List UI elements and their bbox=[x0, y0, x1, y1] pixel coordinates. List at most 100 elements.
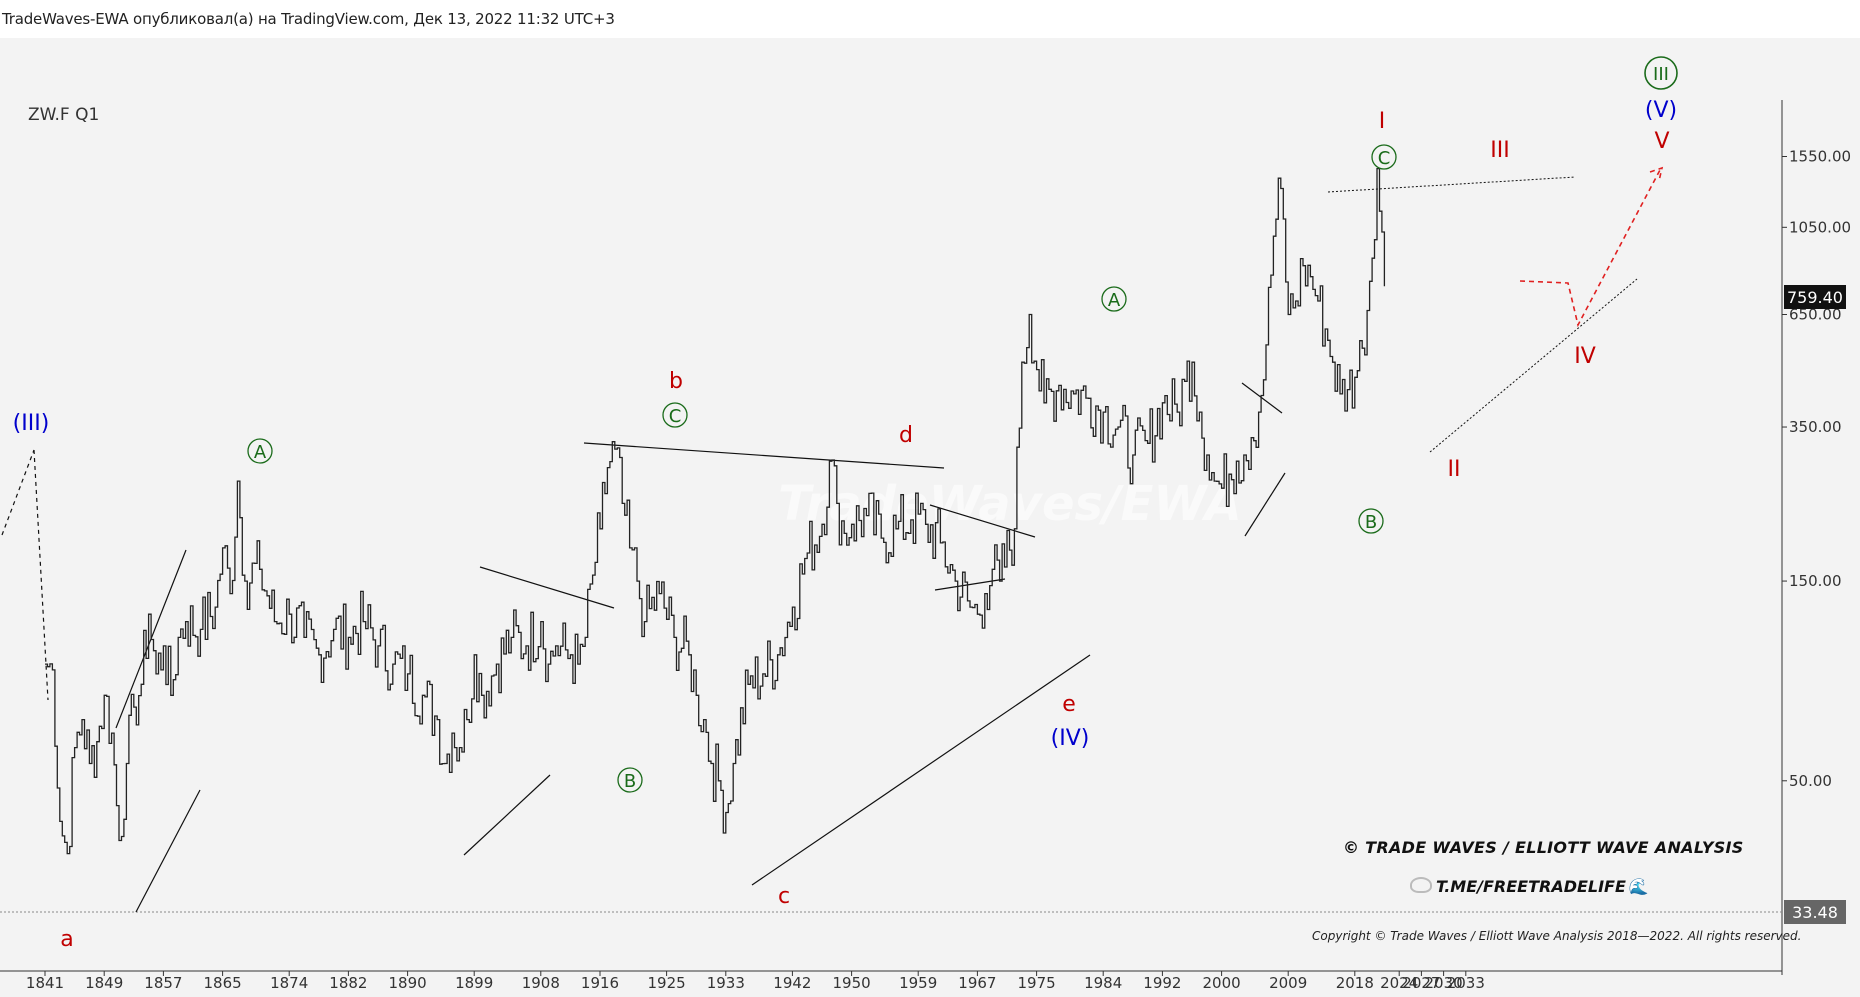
y-tick-label: 1050.00 bbox=[1789, 218, 1851, 236]
y-tick-label: 650.00 bbox=[1789, 305, 1842, 323]
wave-circle bbox=[662, 402, 688, 428]
prior-wave-segment bbox=[33, 449, 49, 701]
telegram-link[interactable]: T.ME/FREETRADELIFE 🌊 bbox=[1410, 877, 1649, 896]
trend-line bbox=[463, 774, 551, 856]
wave-label: e bbox=[1062, 692, 1076, 717]
wave-label: A bbox=[1108, 290, 1121, 311]
x-tick-label: 1942 bbox=[773, 974, 811, 992]
trend-line bbox=[751, 654, 1091, 886]
wave-label: I bbox=[1379, 109, 1386, 134]
copyright-text: Copyright © Trade Waves / Elliott Wave A… bbox=[1312, 929, 1802, 943]
support-line bbox=[1429, 278, 1638, 453]
x-tick-label: 1925 bbox=[648, 974, 686, 992]
wave-icon: 🌊 bbox=[1628, 877, 1649, 896]
telegram-icon bbox=[1410, 877, 1432, 893]
forecast-arrowhead bbox=[1649, 166, 1664, 182]
x-tick-label: 1908 bbox=[522, 974, 560, 992]
x-tick-label: 1984 bbox=[1084, 974, 1122, 992]
trend-lines bbox=[115, 382, 1286, 913]
brand-text: © TRADE WAVES / ELLIOTT WAVE ANALYSIS bbox=[1343, 838, 1744, 857]
wave-label: c bbox=[778, 884, 790, 909]
wave-label: II bbox=[1448, 457, 1461, 482]
wave-circle bbox=[247, 438, 273, 464]
wave-label: (IV) bbox=[1051, 726, 1090, 751]
y-tick-label: 150.00 bbox=[1789, 572, 1842, 590]
wave-circle bbox=[1101, 286, 1127, 312]
y-tick-label: 1550.00 bbox=[1789, 148, 1851, 166]
y-tick-label: 50.00 bbox=[1789, 772, 1832, 790]
trend-line bbox=[479, 566, 615, 609]
x-tick-label: 1890 bbox=[389, 974, 427, 992]
wave-label: III bbox=[1653, 64, 1669, 85]
x-tick-label: 1959 bbox=[899, 974, 937, 992]
forecast-line bbox=[1519, 169, 1661, 328]
forecast-path bbox=[1519, 166, 1664, 328]
x-tick-label: 1849 bbox=[85, 974, 123, 992]
x-tick-label: 1899 bbox=[455, 974, 493, 992]
wave-label: V bbox=[1654, 129, 1669, 154]
x-tick-label: 2030 bbox=[1425, 974, 1463, 992]
x-tick-label: 1916 bbox=[581, 974, 619, 992]
wave-label: b bbox=[669, 369, 683, 394]
trend-line bbox=[1244, 472, 1286, 537]
x-tick-label: 1874 bbox=[270, 974, 308, 992]
wave-circle bbox=[617, 767, 643, 793]
wave-label: C bbox=[669, 406, 682, 427]
wave-circle bbox=[1371, 144, 1397, 170]
time-axis: 1841 1849 1857 1865 1874 1882 1890 1899 1908 1916… bbox=[26, 971, 1485, 992]
x-tick-label: 2009 bbox=[1269, 974, 1307, 992]
triangle-line bbox=[934, 578, 1006, 591]
wave-label: A bbox=[254, 442, 267, 463]
wave-label: IV bbox=[1574, 344, 1596, 369]
price-badges: 759.40 33.48 bbox=[1784, 285, 1846, 924]
x-tick-label: 2027 bbox=[1402, 974, 1440, 992]
prior-wave-segment bbox=[1, 449, 35, 536]
low-level-badge bbox=[1784, 900, 1846, 924]
last-price-label: 759.40 bbox=[1787, 288, 1843, 307]
wave-label: (III) bbox=[13, 411, 50, 436]
red-wave-labels: a b c d e I II III IV V bbox=[60, 109, 1669, 952]
wave-label: III bbox=[1490, 138, 1509, 163]
wave-label: B bbox=[624, 771, 636, 792]
x-tick-label: 2024 bbox=[1380, 974, 1418, 992]
trend-line bbox=[583, 442, 945, 469]
trend-line bbox=[1241, 382, 1283, 414]
x-tick-label: 1975 bbox=[1018, 974, 1056, 992]
wave-circle bbox=[1358, 508, 1384, 534]
telegram-text: T.ME/FREETRADELIFE bbox=[1436, 877, 1626, 896]
x-tick-label: 1950 bbox=[833, 974, 871, 992]
symbol-label: ZW.F Q1 bbox=[28, 105, 100, 125]
dotted-lines bbox=[1327, 176, 1638, 453]
green-wave-labels: A C B A C B III bbox=[247, 56, 1678, 793]
x-tick-label: 2018 bbox=[1336, 974, 1374, 992]
x-tick-label: 1882 bbox=[329, 974, 367, 992]
x-tick-label: 2033 bbox=[1447, 974, 1485, 992]
triangle-line bbox=[929, 504, 1036, 538]
x-tick-label: 1865 bbox=[204, 974, 242, 992]
y-tick-label: 350.00 bbox=[1789, 418, 1842, 436]
wave-label: a bbox=[60, 927, 73, 952]
wave-label: B bbox=[1365, 512, 1377, 533]
wave-label: d bbox=[899, 423, 913, 448]
header-text: TradeWaves-EWA опубликовал(а) на Trading… bbox=[2, 10, 615, 28]
low-level-label: 33.48 bbox=[1792, 903, 1838, 922]
blue-wave-labels: (III) (IV) (V) bbox=[13, 98, 1677, 751]
wave-label: C bbox=[1378, 148, 1391, 169]
price-series bbox=[45, 167, 1386, 855]
wave-label: (V) bbox=[1645, 98, 1677, 123]
publish-header: TradeWaves-EWA опубликовал(а) на Trading… bbox=[0, 0, 1860, 38]
x-tick-label: 2000 bbox=[1203, 974, 1241, 992]
prior-wave-projection bbox=[1, 449, 49, 701]
x-tick-label: 1841 bbox=[26, 974, 64, 992]
resistance-line bbox=[1327, 176, 1576, 193]
trend-line bbox=[135, 789, 201, 913]
last-price-badge bbox=[1784, 285, 1846, 309]
x-tick-label: 1967 bbox=[958, 974, 996, 992]
x-tick-label: 1992 bbox=[1143, 974, 1181, 992]
watermark-text: TradeWaves/EWA bbox=[778, 476, 1242, 532]
x-tick-label: 1933 bbox=[707, 974, 745, 992]
x-tick-label: 1857 bbox=[144, 974, 182, 992]
price-axis: 1550.00 1050.00 650.00 350.00 150.00 50.00 bbox=[1782, 148, 1851, 790]
